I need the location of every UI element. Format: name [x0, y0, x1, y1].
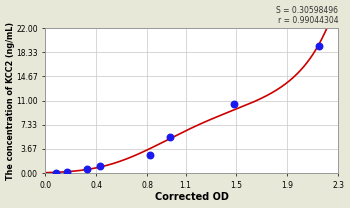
Point [147, 153, 153, 157]
Point [316, 45, 322, 48]
Point [53, 171, 59, 174]
Point [85, 168, 90, 171]
Point [97, 164, 103, 167]
Y-axis label: The concentration of KCC2 (ng/mL): The concentration of KCC2 (ng/mL) [6, 22, 15, 180]
X-axis label: Corrected OD: Corrected OD [155, 192, 229, 202]
Point [167, 135, 173, 139]
Point [64, 170, 69, 173]
Point [231, 102, 237, 105]
Text: S = 0.30598496
r = 0.99044304: S = 0.30598496 r = 0.99044304 [276, 6, 338, 25]
